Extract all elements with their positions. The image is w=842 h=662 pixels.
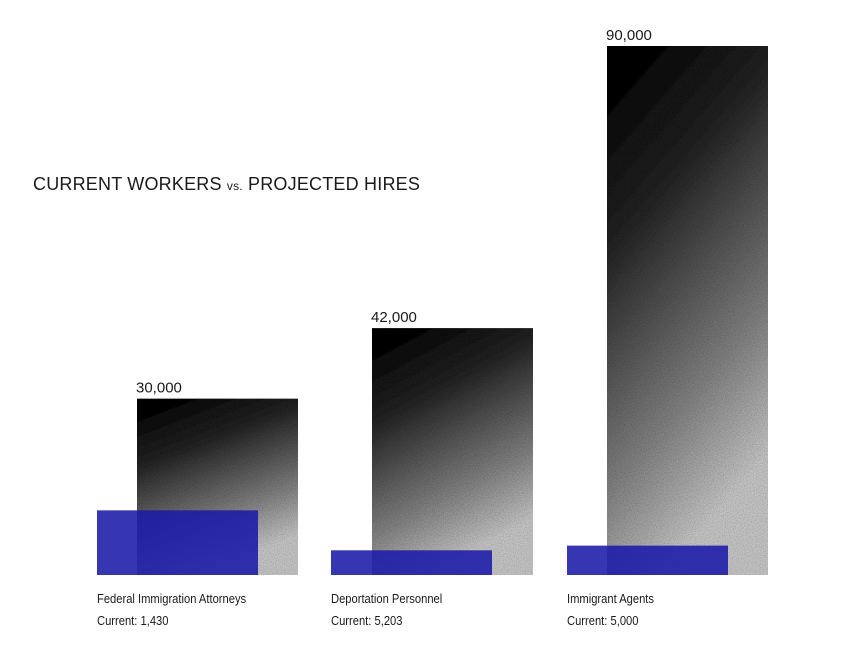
- current-bar-immigrant-agents: [567, 545, 728, 575]
- projected-hires-series: [137, 46, 768, 575]
- title-vs: vs.: [226, 179, 243, 193]
- category-name: Deportation Personnel: [331, 591, 443, 606]
- category-name: Immigrant Agents: [567, 591, 654, 606]
- current-bar-deportation-personnel: [331, 550, 492, 575]
- value-label-immigrant-agents: 90,000: [606, 27, 652, 44]
- category-label-immigrant-agents: Immigrant Agents Current: 5,000: [567, 588, 654, 632]
- chart-title: CURRENT WORKERS vs. PROJECTED HIRES: [33, 174, 420, 195]
- current-count-label: Current: 1,430: [97, 613, 169, 628]
- projected-bar-deportation-personnel: [372, 328, 533, 575]
- projected-bar-immigrant-agents: [607, 46, 768, 575]
- current-count-label: Current: 5,000: [567, 613, 639, 628]
- category-label-deportation-personnel: Deportation Personnel Current: 5,203: [331, 588, 442, 632]
- value-label-deportation-personnel: 42,000: [371, 309, 417, 326]
- category-label-federal-immigration-attorneys: Federal Immigration Attorneys Current: 1,…: [97, 588, 246, 632]
- value-labels: 30,000 42,000 90,000: [136, 27, 652, 397]
- current-bar-federal-immigration-attorneys: [97, 510, 258, 575]
- title-end: PROJECTED HIRES: [248, 174, 421, 194]
- value-label-federal-immigration-attorneys: 30,000: [136, 380, 182, 397]
- title-main: CURRENT WORKERS: [33, 174, 222, 194]
- current-count-label: Current: 5,203: [331, 613, 403, 628]
- current-workers-series: [97, 510, 728, 575]
- category-name: Federal Immigration Attorneys: [97, 591, 247, 606]
